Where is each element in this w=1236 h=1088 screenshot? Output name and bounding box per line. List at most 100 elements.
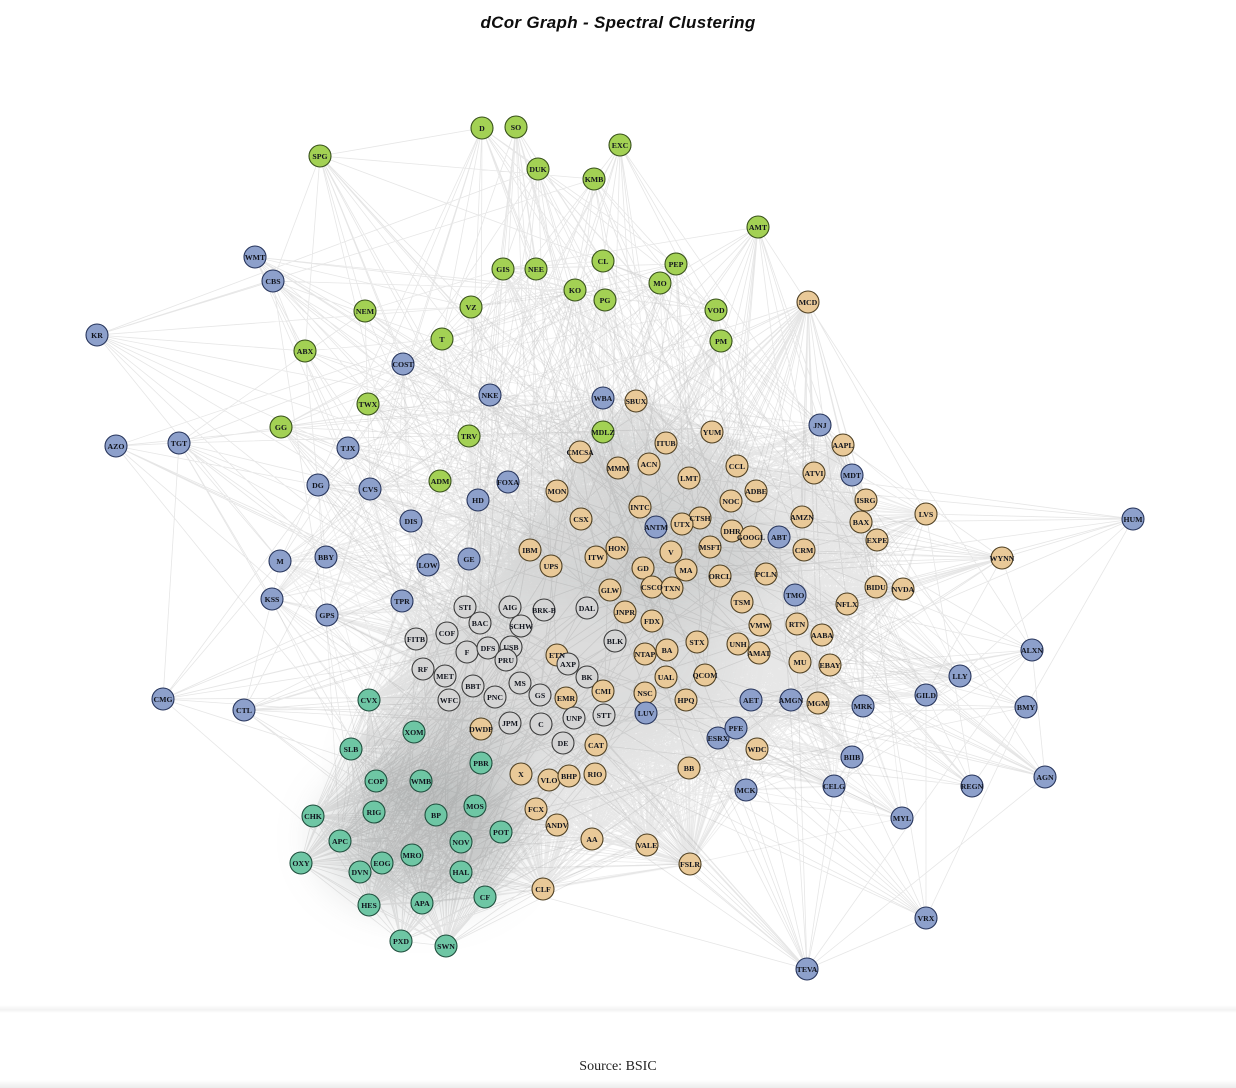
svg-text:TSM: TSM (734, 598, 752, 607)
svg-text:BLK: BLK (607, 637, 623, 646)
svg-text:MDLZ: MDLZ (591, 428, 614, 437)
svg-text:DFS: DFS (481, 644, 496, 653)
svg-text:BA: BA (662, 646, 673, 655)
svg-text:EXC: EXC (612, 141, 629, 150)
svg-text:ESRX: ESRX (708, 734, 729, 743)
svg-text:D: D (479, 124, 485, 133)
svg-text:TGT: TGT (171, 439, 188, 448)
svg-text:TJX: TJX (341, 444, 356, 453)
svg-text:LOW: LOW (418, 561, 437, 570)
svg-text:BIDU: BIDU (866, 583, 886, 592)
svg-text:DWDP: DWDP (469, 725, 493, 734)
svg-text:CLF: CLF (535, 885, 551, 894)
svg-text:PFE: PFE (729, 724, 744, 733)
svg-text:IBM: IBM (522, 546, 538, 555)
svg-text:PM: PM (715, 337, 728, 346)
svg-text:UTX: UTX (674, 520, 691, 529)
svg-text:MON: MON (547, 487, 566, 496)
svg-text:BBT: BBT (465, 682, 481, 691)
svg-text:MO: MO (653, 279, 666, 288)
svg-text:AXP: AXP (560, 660, 576, 669)
svg-text:CVX: CVX (361, 696, 378, 705)
svg-text:NVDA: NVDA (892, 585, 915, 594)
svg-text:EBAY: EBAY (820, 661, 841, 670)
svg-text:CELG: CELG (823, 782, 845, 791)
svg-text:APA: APA (414, 899, 430, 908)
svg-text:REGN: REGN (961, 782, 984, 791)
svg-text:CRM: CRM (795, 546, 814, 555)
svg-text:FSLR: FSLR (680, 860, 700, 869)
svg-text:CCL: CCL (729, 462, 745, 471)
svg-text:COST: COST (392, 360, 414, 369)
svg-text:CMCSA: CMCSA (566, 448, 594, 457)
svg-text:MGM: MGM (808, 699, 829, 708)
svg-text:COF: COF (439, 629, 456, 638)
svg-text:ISRG: ISRG (856, 496, 875, 505)
svg-text:PEP: PEP (669, 260, 684, 269)
svg-text:SCHW: SCHW (509, 622, 533, 631)
svg-text:UAL: UAL (658, 673, 674, 682)
svg-text:APC: APC (332, 837, 348, 846)
svg-text:ABX: ABX (297, 347, 314, 356)
svg-text:ADM: ADM (431, 477, 450, 486)
svg-text:FDX: FDX (644, 617, 660, 626)
svg-text:NKE: NKE (482, 391, 499, 400)
svg-text:CTL: CTL (236, 706, 252, 715)
svg-text:BAX: BAX (853, 518, 870, 527)
svg-text:TEVA: TEVA (797, 965, 818, 974)
svg-text:AZO: AZO (108, 442, 125, 451)
svg-text:TMO: TMO (786, 591, 805, 600)
svg-text:KR: KR (91, 331, 103, 340)
svg-text:VOD: VOD (707, 306, 725, 315)
svg-text:PCLN: PCLN (755, 570, 777, 579)
svg-text:MOS: MOS (466, 802, 484, 811)
svg-text:CAT: CAT (588, 741, 605, 750)
svg-text:HUM: HUM (1123, 515, 1143, 524)
svg-text:MMM: MMM (607, 464, 630, 473)
svg-text:WFC: WFC (440, 696, 459, 705)
svg-text:PRU: PRU (498, 656, 514, 665)
svg-text:DE: DE (558, 739, 569, 748)
svg-text:NOV: NOV (452, 838, 470, 847)
svg-text:AA: AA (586, 835, 598, 844)
svg-text:CMG: CMG (153, 695, 172, 704)
svg-text:NEM: NEM (356, 307, 375, 316)
svg-text:MDT: MDT (843, 471, 862, 480)
svg-text:FITB: FITB (407, 635, 425, 644)
svg-text:BP: BP (431, 811, 441, 820)
svg-text:UNP: UNP (566, 714, 582, 723)
svg-text:NFLX: NFLX (836, 600, 858, 609)
svg-text:ABT: ABT (771, 533, 788, 542)
svg-text:BK: BK (581, 673, 592, 682)
svg-text:USB: USB (503, 643, 518, 652)
svg-text:BHP: BHP (561, 772, 577, 781)
svg-text:GPS: GPS (319, 611, 334, 620)
svg-text:GOOGL: GOOGL (737, 533, 765, 542)
svg-text:TPR: TPR (394, 597, 410, 606)
svg-text:HES: HES (361, 901, 377, 910)
svg-text:MS: MS (514, 679, 526, 688)
svg-text:HON: HON (608, 544, 626, 553)
svg-text:RTN: RTN (789, 620, 806, 629)
svg-text:UNH: UNH (729, 640, 746, 649)
svg-text:PBR: PBR (473, 759, 489, 768)
svg-text:RF: RF (418, 665, 429, 674)
svg-text:T: T (439, 335, 445, 344)
svg-text:TXN: TXN (664, 584, 681, 593)
svg-text:SPG: SPG (312, 152, 327, 161)
svg-text:LMT: LMT (680, 474, 699, 483)
svg-text:WMB: WMB (411, 777, 431, 786)
svg-text:BMY: BMY (1017, 703, 1036, 712)
svg-text:MCK: MCK (736, 786, 755, 795)
svg-text:AMAT: AMAT (747, 649, 771, 658)
svg-text:KO: KO (569, 286, 581, 295)
svg-text:ADBE: ADBE (745, 487, 767, 496)
svg-text:LVS: LVS (919, 510, 933, 519)
svg-text:LUV: LUV (638, 709, 655, 718)
svg-text:NOC: NOC (722, 497, 740, 506)
svg-text:CBS: CBS (265, 277, 280, 286)
svg-text:GD: GD (637, 564, 649, 573)
svg-text:WMT: WMT (245, 253, 266, 262)
svg-text:NSC: NSC (637, 689, 653, 698)
svg-text:LLY: LLY (952, 672, 968, 681)
